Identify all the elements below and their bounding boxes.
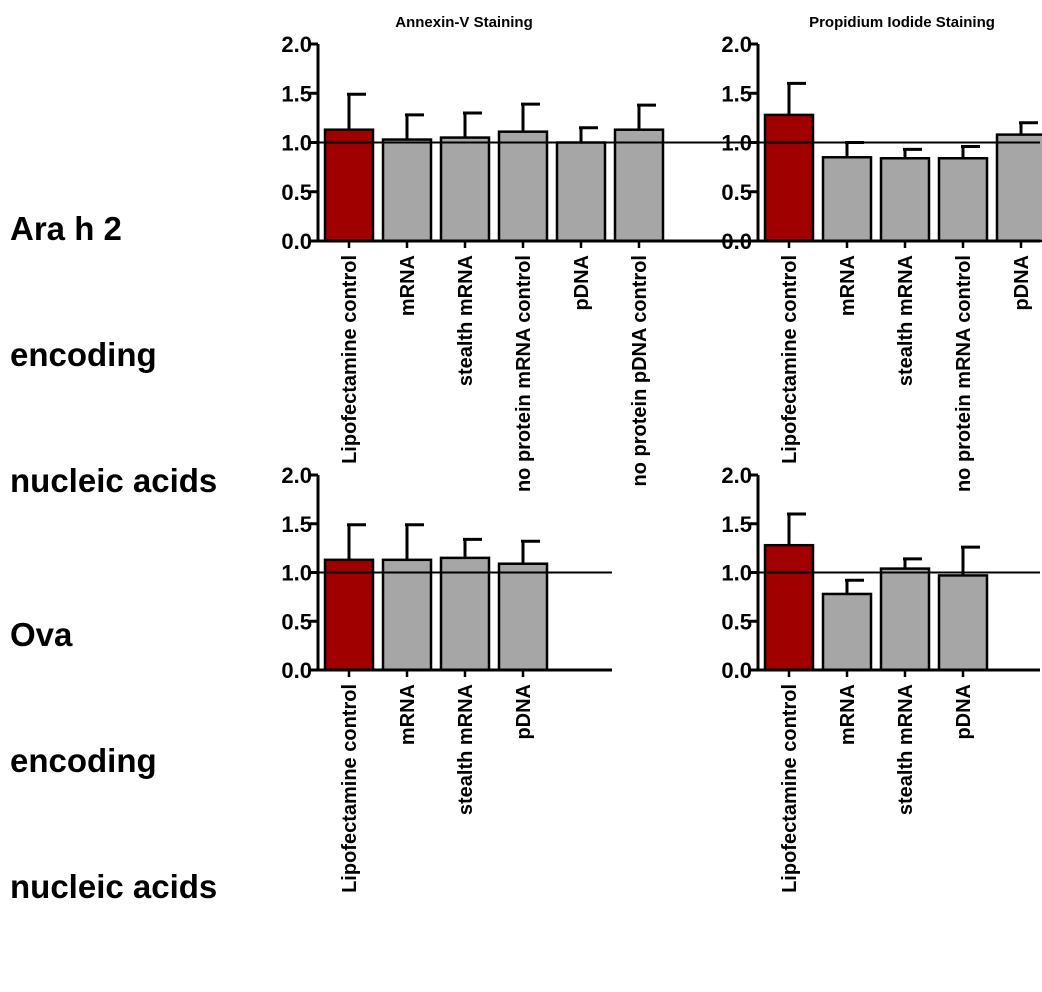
y-tick-label: 0.5 — [721, 180, 752, 205]
category-label: stealth mRNA — [895, 255, 917, 386]
y-tick-label: 1.5 — [281, 512, 312, 537]
y-tick-label: 2.0 — [281, 463, 312, 488]
category-label: Lipofectamine control — [779, 684, 801, 893]
bar — [555, 141, 607, 243]
y-tick-label: 1.5 — [281, 81, 312, 106]
category-label: Lipofectamine control — [339, 684, 361, 893]
row-label-line: Ara h 2 — [10, 210, 122, 247]
y-tick-label: 1.5 — [721, 512, 752, 537]
bar — [381, 138, 433, 243]
category-label: no protein mRNA control — [953, 255, 975, 492]
chart-panel-4: Lipofectamine control mRNA stealth mRNA pDN… — [721, 463, 1040, 893]
chart-panel-2: Propidium Iodide Staining Lipofectamine c… — [721, 14, 1042, 492]
category-label: stealth mRNA — [455, 684, 477, 815]
bar — [763, 113, 815, 243]
row-label-line: encoding — [10, 742, 157, 779]
bar — [995, 133, 1042, 243]
row-label-line: nucleic acids — [10, 462, 218, 499]
y-tick-label: 0.5 — [281, 180, 312, 205]
bar — [821, 592, 873, 672]
chart-title: Propidium Iodide Staining — [809, 14, 995, 31]
bar — [439, 136, 491, 243]
y-tick-label: 1.5 — [721, 81, 752, 106]
row-label-line: encoding — [10, 336, 157, 373]
category-label: stealth mRNA — [895, 684, 917, 815]
y-tick-label: 2.0 — [281, 32, 312, 57]
bar — [323, 558, 375, 672]
chart-panel-1: Annexin-V Staining Lipofectamine control m… — [281, 14, 1040, 492]
charts-canvas: Annexin-V Staining Lipofectamine control m… — [281, 14, 1042, 893]
category-label: mRNA — [837, 684, 859, 745]
category-label: no protein pDNA control — [629, 255, 651, 486]
y-tick-label: 0.0 — [721, 229, 752, 254]
bar — [821, 156, 873, 243]
category-label: pDNA — [513, 684, 535, 740]
bar — [763, 543, 815, 672]
bar — [497, 130, 549, 243]
bar — [937, 574, 989, 672]
bar — [613, 128, 665, 243]
y-tick-label: 2.0 — [721, 463, 752, 488]
bar — [879, 157, 931, 243]
category-label: no protein mRNA control — [513, 255, 535, 492]
bar — [439, 556, 491, 672]
bar — [497, 562, 549, 672]
category-label: mRNA — [837, 255, 859, 316]
category-label: pDNA — [1011, 255, 1033, 311]
y-tick-label: 1.0 — [721, 561, 752, 586]
y-tick-label: 0.0 — [721, 658, 752, 683]
y-tick-label: 1.0 — [721, 131, 752, 156]
category-label: mRNA — [397, 684, 419, 745]
category-label: pDNA — [571, 255, 593, 311]
y-tick-label: 1.0 — [281, 561, 312, 586]
y-tick-label: 0.0 — [281, 658, 312, 683]
y-tick-label: 2.0 — [721, 32, 752, 57]
category-label: stealth mRNA — [455, 255, 477, 386]
row-label-ara-h-2: Ara h 2 encoding nucleic acids — [10, 124, 217, 586]
category-label: Lipofectamine control — [779, 255, 801, 464]
bar — [323, 128, 375, 243]
y-tick-label: 0.5 — [281, 609, 312, 634]
bar — [381, 558, 433, 672]
chart-title: Annexin-V Staining — [395, 14, 533, 31]
bar — [937, 157, 989, 243]
figure: Ara h 2 encoding nucleic acids Ova encod… — [10, 14, 1042, 905]
y-tick-label: 1.0 — [281, 131, 312, 156]
chart-panel-3: Lipofectamine control mRNA stealth mRNA pDN… — [281, 463, 612, 893]
bar — [879, 567, 931, 672]
y-tick-label: 0.5 — [721, 609, 752, 634]
y-tick-label: 0.0 — [281, 229, 312, 254]
category-label: mRNA — [397, 255, 419, 316]
row-label-line: Ova — [10, 616, 73, 653]
category-label: pDNA — [953, 684, 975, 740]
category-label: Lipofectamine control — [339, 255, 361, 464]
